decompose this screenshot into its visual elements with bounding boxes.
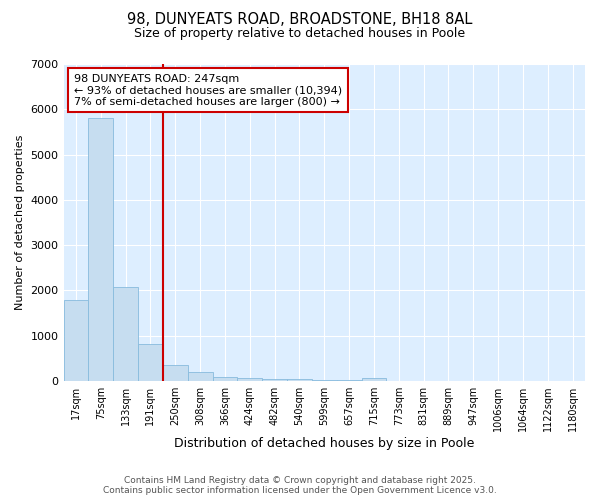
Bar [262,378,287,381]
Bar [312,380,337,381]
Bar [113,287,138,381]
Text: 98 DUNYEATS ROAD: 247sqm
← 93% of detached houses are smaller (10,394)
7% of sem: 98 DUNYEATS ROAD: 247sqm ← 93% of detach… [74,74,342,106]
Y-axis label: Number of detached properties: Number of detached properties [15,135,25,310]
Text: 98, DUNYEATS ROAD, BROADSTONE, BH18 8AL: 98, DUNYEATS ROAD, BROADSTONE, BH18 8AL [127,12,473,28]
Bar [88,118,113,381]
Bar [64,300,88,381]
Bar [337,380,362,381]
Bar [287,380,312,381]
Bar [138,344,163,381]
X-axis label: Distribution of detached houses by size in Poole: Distribution of detached houses by size … [174,437,475,450]
Text: Contains HM Land Registry data © Crown copyright and database right 2025.
Contai: Contains HM Land Registry data © Crown c… [103,476,497,495]
Bar [362,378,386,381]
Text: Size of property relative to detached houses in Poole: Size of property relative to detached ho… [134,28,466,40]
Bar [163,365,188,381]
Bar [212,376,238,381]
Bar [188,372,212,381]
Bar [238,378,262,381]
